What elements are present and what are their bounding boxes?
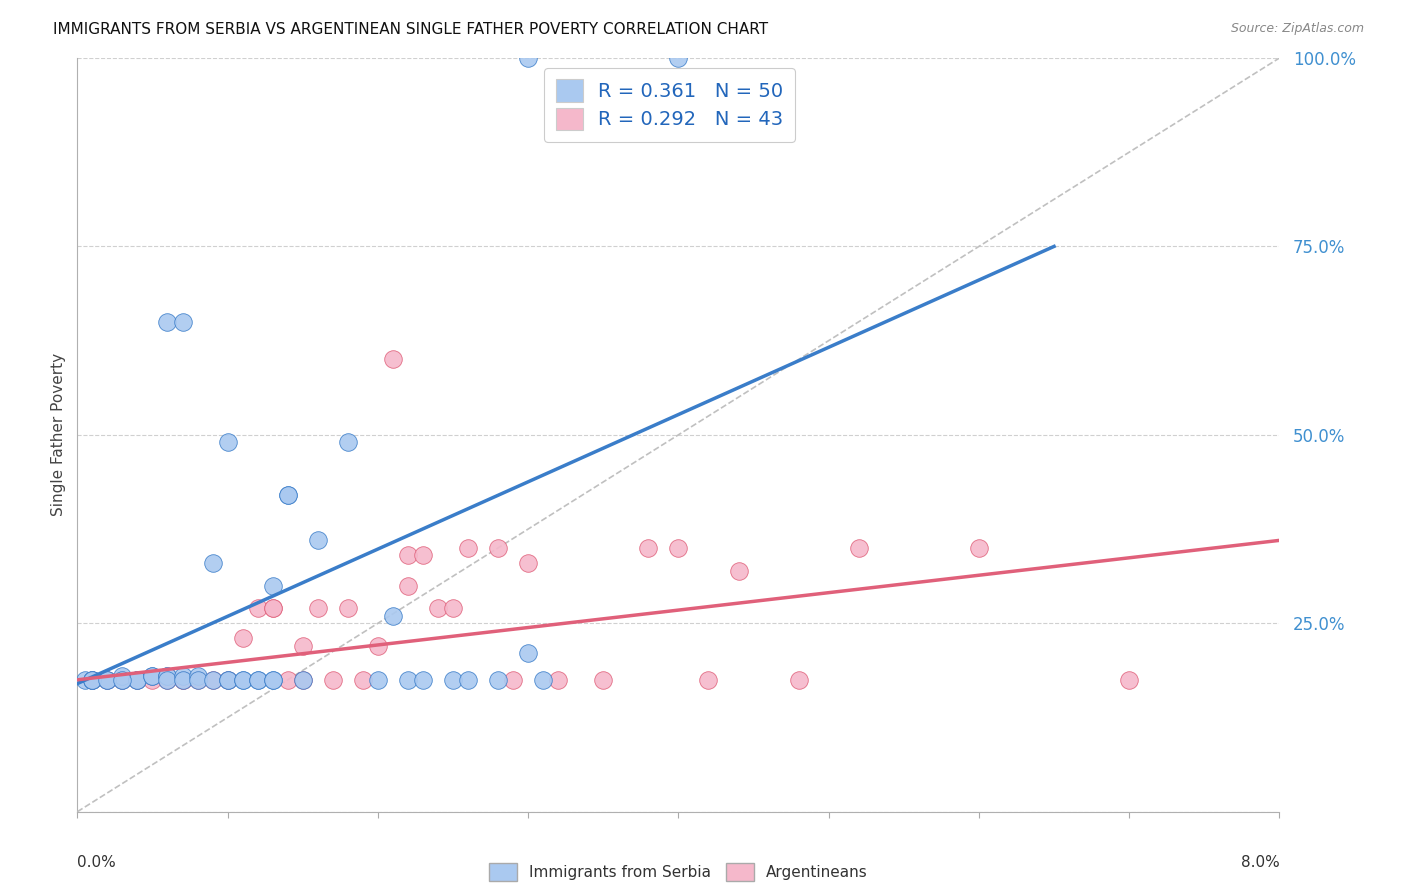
Point — [517, 51, 540, 65]
Point — [232, 673, 254, 687]
Point — [82, 673, 104, 687]
Point — [186, 669, 209, 683]
Point — [396, 549, 419, 563]
Legend: Immigrants from Serbia, Argentineans: Immigrants from Serbia, Argentineans — [484, 857, 873, 887]
Point — [381, 608, 404, 623]
Point — [502, 673, 524, 687]
Point — [96, 673, 118, 687]
Point — [111, 669, 134, 683]
Point — [232, 632, 254, 646]
Point — [217, 435, 239, 450]
Point — [172, 673, 194, 687]
Point — [277, 488, 299, 502]
Point — [291, 639, 314, 653]
Point — [232, 673, 254, 687]
Point — [186, 673, 209, 687]
Point — [277, 673, 299, 687]
Point — [246, 601, 269, 615]
Point — [1118, 673, 1140, 687]
Text: 0.0%: 0.0% — [77, 855, 117, 870]
Point — [111, 673, 134, 687]
Point — [668, 51, 690, 65]
Point — [141, 669, 163, 683]
Point — [697, 673, 720, 687]
Point — [336, 601, 359, 615]
Point — [412, 549, 434, 563]
Point — [441, 601, 464, 615]
Point — [336, 435, 359, 450]
Point — [457, 541, 479, 555]
Point — [141, 669, 163, 683]
Point — [111, 673, 134, 687]
Point — [531, 673, 554, 687]
Point — [127, 673, 149, 687]
Point — [172, 669, 194, 683]
Point — [82, 673, 104, 687]
Point — [186, 673, 209, 687]
Point — [262, 579, 284, 593]
Point — [727, 564, 749, 578]
Point — [73, 673, 96, 687]
Point — [217, 673, 239, 687]
Point — [396, 579, 419, 593]
Point — [322, 673, 344, 687]
Point — [457, 673, 479, 687]
Point — [201, 673, 224, 687]
Point — [367, 639, 389, 653]
Point — [367, 673, 389, 687]
Point — [396, 673, 419, 687]
Point — [592, 673, 614, 687]
Point — [127, 673, 149, 687]
Point — [217, 673, 239, 687]
Text: Source: ZipAtlas.com: Source: ZipAtlas.com — [1230, 22, 1364, 36]
Point — [486, 673, 509, 687]
Point — [307, 533, 329, 548]
Point — [96, 673, 118, 687]
Point — [156, 669, 179, 683]
Point — [637, 541, 659, 555]
Point — [172, 673, 194, 687]
Point — [412, 673, 434, 687]
Point — [307, 601, 329, 615]
Y-axis label: Single Father Poverty: Single Father Poverty — [51, 353, 66, 516]
Point — [547, 673, 569, 687]
Point — [486, 541, 509, 555]
Point — [262, 673, 284, 687]
Point — [517, 556, 540, 570]
Point — [848, 541, 870, 555]
Point — [262, 673, 284, 687]
Point — [172, 315, 194, 329]
Point — [381, 352, 404, 367]
Point — [172, 673, 194, 687]
Point — [668, 541, 690, 555]
Point — [517, 647, 540, 661]
Point — [262, 601, 284, 615]
Point — [277, 488, 299, 502]
Point — [156, 673, 179, 687]
Point — [127, 673, 149, 687]
Point — [441, 673, 464, 687]
Point — [82, 673, 104, 687]
Point — [352, 673, 374, 687]
Point — [967, 541, 990, 555]
Point — [291, 673, 314, 687]
Text: IMMIGRANTS FROM SERBIA VS ARGENTINEAN SINGLE FATHER POVERTY CORRELATION CHART: IMMIGRANTS FROM SERBIA VS ARGENTINEAN SI… — [53, 22, 769, 37]
Point — [291, 673, 314, 687]
Point — [217, 673, 239, 687]
Point — [201, 673, 224, 687]
Point — [246, 673, 269, 687]
Point — [427, 601, 450, 615]
Point — [156, 669, 179, 683]
Point — [201, 556, 224, 570]
Point — [262, 601, 284, 615]
Point — [246, 673, 269, 687]
Point — [141, 673, 163, 687]
Point — [82, 673, 104, 687]
Point — [156, 673, 179, 687]
Point — [787, 673, 810, 687]
Text: 8.0%: 8.0% — [1240, 855, 1279, 870]
Point — [156, 315, 179, 329]
Point — [96, 673, 118, 687]
Point — [111, 673, 134, 687]
